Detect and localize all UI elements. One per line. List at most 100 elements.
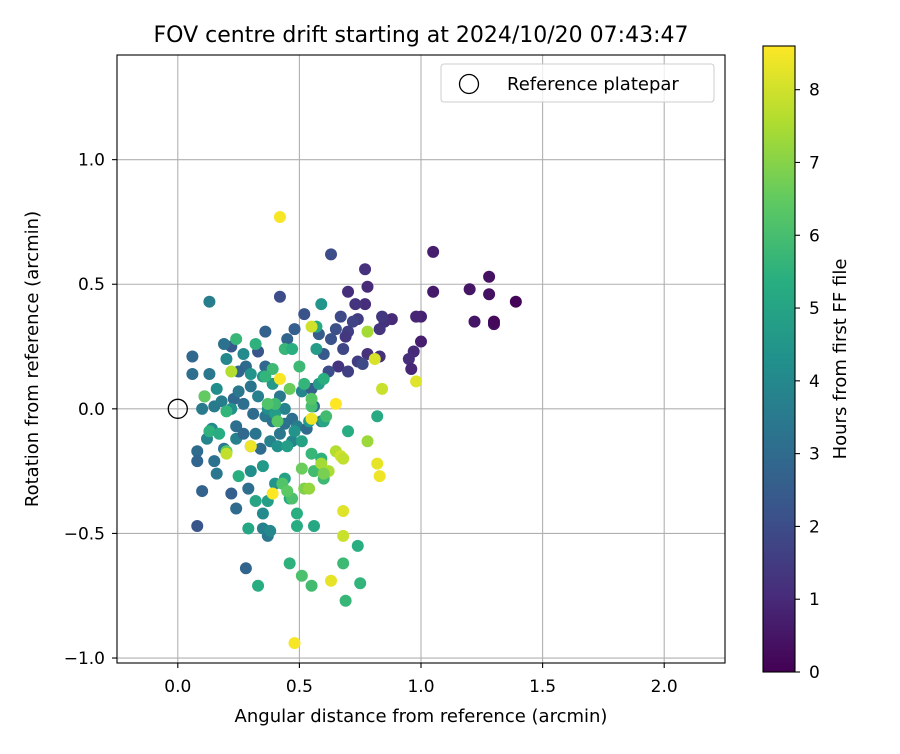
data-point bbox=[191, 519, 204, 532]
data-point bbox=[361, 280, 374, 293]
data-point bbox=[218, 338, 231, 351]
colorbar-tick-label: 7 bbox=[809, 153, 820, 173]
legend-box bbox=[440, 63, 715, 103]
data-point bbox=[290, 519, 303, 532]
data-point bbox=[239, 562, 252, 575]
data-point bbox=[288, 323, 301, 336]
colorbar-strip bbox=[762, 45, 796, 673]
data-point bbox=[210, 467, 223, 480]
data-point bbox=[349, 298, 362, 311]
data-point bbox=[256, 507, 269, 520]
data-point bbox=[415, 335, 427, 348]
data-point bbox=[191, 455, 204, 468]
data-point bbox=[337, 505, 350, 517]
colorbar-tick-label: 0 bbox=[809, 663, 820, 683]
data-point bbox=[278, 402, 291, 415]
data-point bbox=[361, 325, 374, 338]
x-axis-label: Angular distance from reference (arcmin) bbox=[235, 706, 608, 727]
data-point bbox=[351, 539, 364, 552]
y-axis-ticks: −1.0 −0.5 0.0 0.5 1.0 bbox=[64, 151, 117, 669]
data-point bbox=[361, 435, 374, 448]
data-point bbox=[232, 470, 245, 483]
data-point bbox=[373, 470, 386, 483]
data-point bbox=[288, 425, 301, 438]
data-point bbox=[368, 353, 381, 365]
data-point bbox=[290, 507, 303, 520]
data-point bbox=[247, 407, 260, 420]
data-point bbox=[405, 362, 418, 375]
data-point bbox=[410, 310, 423, 323]
data-point bbox=[376, 382, 389, 395]
data-point bbox=[203, 425, 216, 438]
data-point bbox=[252, 579, 265, 592]
data-point bbox=[249, 495, 262, 508]
data-point bbox=[225, 365, 238, 378]
data-point bbox=[332, 360, 345, 373]
data-point bbox=[281, 333, 294, 346]
data-point bbox=[310, 343, 323, 356]
data-point bbox=[232, 385, 245, 398]
colorbar-tick-label: 2 bbox=[809, 517, 820, 537]
data-point bbox=[329, 397, 342, 410]
data-point bbox=[186, 367, 199, 380]
data-point bbox=[303, 482, 316, 495]
data-point bbox=[371, 457, 384, 470]
data-point bbox=[203, 367, 216, 380]
data-point bbox=[325, 333, 338, 346]
data-point bbox=[427, 245, 440, 258]
x-axis-ticks: 0.0 0.5 1.0 1.5 2.0 bbox=[164, 663, 678, 697]
data-point bbox=[254, 442, 267, 455]
data-point bbox=[242, 522, 255, 535]
data-point bbox=[305, 579, 318, 592]
data-point bbox=[295, 462, 308, 475]
data-point bbox=[317, 372, 330, 385]
colorbar-ticks: 0 1 2 3 4 5 6 7 8 bbox=[795, 81, 820, 683]
colorbar-tick-label: 8 bbox=[809, 81, 820, 101]
data-point bbox=[273, 210, 286, 223]
data-point bbox=[354, 577, 367, 590]
data-point bbox=[256, 460, 269, 473]
data-point bbox=[359, 263, 372, 276]
data-point bbox=[315, 298, 328, 311]
data-point bbox=[213, 427, 226, 440]
data-point bbox=[196, 402, 209, 415]
data-point bbox=[237, 397, 250, 410]
colorbar-tick-label: 1 bbox=[809, 590, 820, 610]
data-point bbox=[342, 365, 355, 378]
data-point bbox=[295, 569, 308, 582]
chart-title: FOV centre drift starting at 2024/10/20 … bbox=[154, 23, 689, 48]
data-point bbox=[305, 320, 318, 333]
x-tick-label: 1.5 bbox=[529, 677, 556, 697]
data-point bbox=[293, 360, 306, 373]
legend-label: Reference platepar bbox=[507, 74, 679, 95]
data-point bbox=[427, 285, 440, 298]
data-point bbox=[230, 333, 243, 346]
data-point bbox=[237, 427, 250, 440]
data-point bbox=[259, 325, 272, 338]
data-point bbox=[483, 270, 496, 283]
data-point bbox=[320, 410, 333, 423]
data-point bbox=[468, 315, 481, 328]
data-point bbox=[186, 350, 199, 363]
data-point bbox=[271, 440, 284, 453]
data-point bbox=[307, 519, 320, 532]
data-point bbox=[266, 362, 279, 375]
data-point bbox=[402, 353, 415, 365]
data-point bbox=[295, 435, 308, 448]
data-point bbox=[230, 420, 243, 433]
data-point bbox=[337, 343, 350, 356]
data-point bbox=[220, 447, 233, 460]
y-tick-label: 0.5 bbox=[78, 275, 105, 295]
colorbar-tick-label: 6 bbox=[809, 226, 820, 246]
y-tick-label: −0.5 bbox=[64, 524, 105, 544]
y-tick-label: 0.0 bbox=[78, 400, 105, 420]
data-point bbox=[244, 367, 257, 380]
data-point bbox=[244, 465, 257, 478]
data-point bbox=[337, 452, 350, 465]
data-point bbox=[283, 382, 296, 395]
data-point bbox=[307, 465, 320, 478]
data-point bbox=[339, 594, 352, 607]
data-point bbox=[463, 283, 476, 296]
data-point bbox=[371, 410, 384, 423]
